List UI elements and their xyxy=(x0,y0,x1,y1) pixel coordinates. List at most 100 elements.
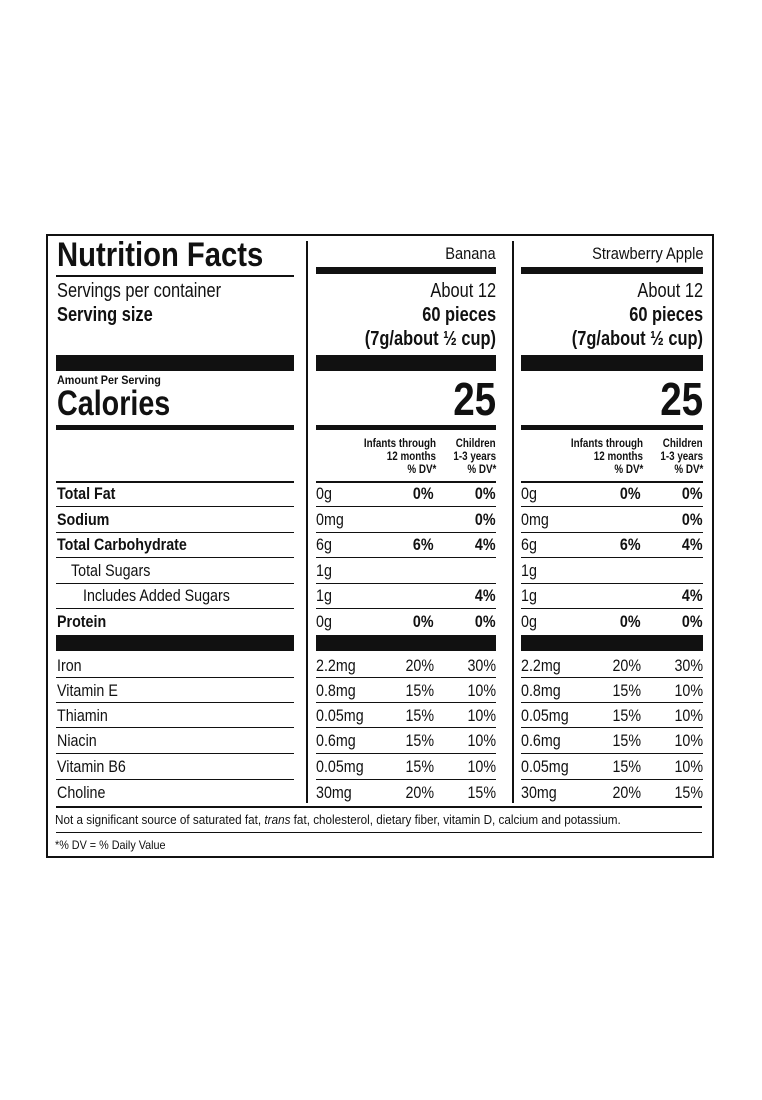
dv-header-infants: Infants through xyxy=(363,436,436,450)
left-protein-bar xyxy=(56,635,294,651)
vitamin-child-dv: 10% xyxy=(467,681,496,700)
nutrient-amount: 0mg xyxy=(316,510,344,529)
nutrient-amount: 1g xyxy=(316,561,332,580)
vitamin-child-dv: 10% xyxy=(674,706,703,725)
product-vitamin-divider xyxy=(316,753,496,754)
nutrition-facts-title: Nutrition Facts xyxy=(57,236,264,274)
product-vitamin-divider xyxy=(521,677,703,678)
vitamin-amount: 2.2mg xyxy=(521,656,561,675)
dvnote-rule xyxy=(56,832,702,833)
vitamin-infant-dv: 15% xyxy=(405,706,434,725)
nutrient-child-dv: 0% xyxy=(682,510,703,529)
calories-value: 25 xyxy=(453,373,496,425)
product-thick-bar xyxy=(521,355,703,371)
vitamin-amount: 30mg xyxy=(521,783,557,802)
nutrient-child-dv: 4% xyxy=(682,535,703,554)
nutrient-child-dv: 0% xyxy=(682,612,703,631)
nutrient-child-dv: 0% xyxy=(682,484,703,503)
vitamin-child-dv: 10% xyxy=(467,731,496,750)
serving-size-value: (7g/about ½ cup) xyxy=(364,328,496,350)
footnote-part-1: Not a significant source of saturated fa… xyxy=(55,812,265,827)
product-nutrient-divider xyxy=(316,557,496,558)
left-vitamin-divider xyxy=(56,677,294,678)
left-nutrient-divider xyxy=(56,583,294,584)
pieces-value: 60 pieces xyxy=(422,304,496,326)
dv-header-children: % DV* xyxy=(467,462,496,476)
vitamin-infant-dv: 15% xyxy=(612,681,641,700)
product-nutrient-divider xyxy=(316,608,496,609)
product-nutrient-divider xyxy=(316,506,496,507)
product-vitamin-divider xyxy=(521,753,703,754)
vitamin-infant-dv: 20% xyxy=(612,656,641,675)
vitamin-amount: 0.6mg xyxy=(316,731,356,750)
nutrient-amount: 6g xyxy=(521,535,537,554)
left-calories-rule xyxy=(56,425,294,430)
calories-label: Calories xyxy=(57,384,171,423)
product-thick-bar xyxy=(316,355,496,371)
dv-header-children: 1-3 years xyxy=(660,449,703,463)
dv-header-infants: % DV* xyxy=(407,462,436,476)
vitamin-child-dv: 10% xyxy=(674,681,703,700)
nutrient-child-dv: 0% xyxy=(475,612,496,631)
product-protein-bar xyxy=(521,635,703,651)
nutrient-infant-dv: 6% xyxy=(620,535,641,554)
nutrient-infant-dv: 0% xyxy=(620,484,641,503)
footnote: Not a significant source of saturated fa… xyxy=(55,812,621,827)
left-nutrient-divider xyxy=(56,532,294,533)
product-vitamin-divider xyxy=(521,727,703,728)
vitamin-infant-dv: 15% xyxy=(612,706,641,725)
vitamin-infant-dv: 15% xyxy=(405,731,434,750)
left-nutrient-divider xyxy=(56,557,294,558)
left-vitamin-divider xyxy=(56,727,294,728)
nutrient-child-dv: 4% xyxy=(475,535,496,554)
nutrition-facts-panel xyxy=(46,234,714,858)
product-dv-rule xyxy=(521,481,703,483)
nutrient-label: Total Sugars xyxy=(71,561,151,580)
product-protein-bar xyxy=(316,635,496,651)
dv-header-children: % DV* xyxy=(674,462,703,476)
nutrient-label: Total Carbohydrate xyxy=(57,535,187,554)
nutrient-child-dv: 4% xyxy=(475,586,496,605)
vitamin-label: Thiamin xyxy=(57,706,108,725)
pieces-value: 60 pieces xyxy=(629,304,703,326)
left-nutrient-divider xyxy=(56,608,294,609)
product-name-rule xyxy=(521,267,703,274)
vitamin-child-dv: 10% xyxy=(674,731,703,750)
vitamin-infant-dv: 20% xyxy=(612,783,641,802)
nutrient-label: Sodium xyxy=(57,510,110,529)
nutrient-amount: 0g xyxy=(316,484,332,503)
serving-size-value: (7g/about ½ cup) xyxy=(571,328,703,350)
vitamin-infant-dv: 20% xyxy=(405,783,434,802)
left-thick-bar-1 xyxy=(56,355,294,371)
product-name: Strawberry Apple xyxy=(591,244,703,263)
vitamin-infant-dv: 20% xyxy=(405,656,434,675)
dv-header-infants: 12 months xyxy=(386,449,436,463)
left-vitamin-divider xyxy=(56,779,294,780)
vitamin-infant-dv: 15% xyxy=(405,757,434,776)
calories-value: 25 xyxy=(660,373,703,425)
nutrient-child-dv: 0% xyxy=(475,484,496,503)
dv-header-infants: % DV* xyxy=(614,462,643,476)
product-vitamin-divider xyxy=(521,702,703,703)
nutrient-label: Includes Added Sugars xyxy=(83,586,230,605)
nutrient-amount: 1g xyxy=(521,561,537,580)
product-nutrient-divider xyxy=(521,583,703,584)
product-vitamin-divider xyxy=(316,779,496,780)
serving-size-label: Serving size xyxy=(57,304,153,326)
product-name: Banana xyxy=(445,244,496,263)
product-nutrient-divider xyxy=(521,506,703,507)
vitamin-infant-dv: 15% xyxy=(612,757,641,776)
nutrient-infant-dv: 0% xyxy=(413,612,434,631)
nutrient-amount: 0g xyxy=(521,484,537,503)
vitamin-amount: 0.6mg xyxy=(521,731,561,750)
product-vitamin-divider xyxy=(316,677,496,678)
footnote-rule xyxy=(56,806,702,808)
nutrient-amount: 0g xyxy=(316,612,332,631)
vitamin-child-dv: 10% xyxy=(674,757,703,776)
product-vitamin-divider xyxy=(316,727,496,728)
vitamin-amount: 0.8mg xyxy=(521,681,561,700)
left-vitamin-divider xyxy=(56,753,294,754)
product-name-rule xyxy=(316,267,496,274)
vitamin-label: Niacin xyxy=(57,731,97,750)
nutrient-infant-dv: 0% xyxy=(620,612,641,631)
